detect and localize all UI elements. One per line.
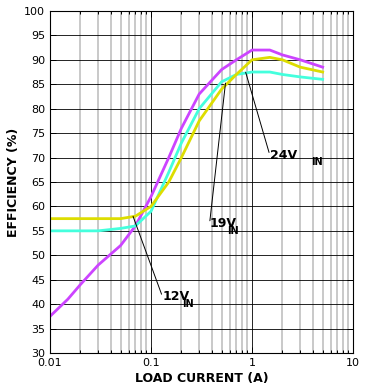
Text: IN: IN — [182, 299, 193, 309]
X-axis label: LOAD CURRENT (A): LOAD CURRENT (A) — [135, 372, 268, 385]
Text: IN: IN — [311, 158, 323, 167]
Text: 24V: 24V — [270, 149, 297, 162]
Y-axis label: EFFICIENCY (%): EFFICIENCY (%) — [7, 127, 20, 237]
Text: IN: IN — [228, 226, 239, 236]
Text: 12V: 12V — [163, 290, 190, 303]
Text: 19V: 19V — [210, 217, 237, 230]
